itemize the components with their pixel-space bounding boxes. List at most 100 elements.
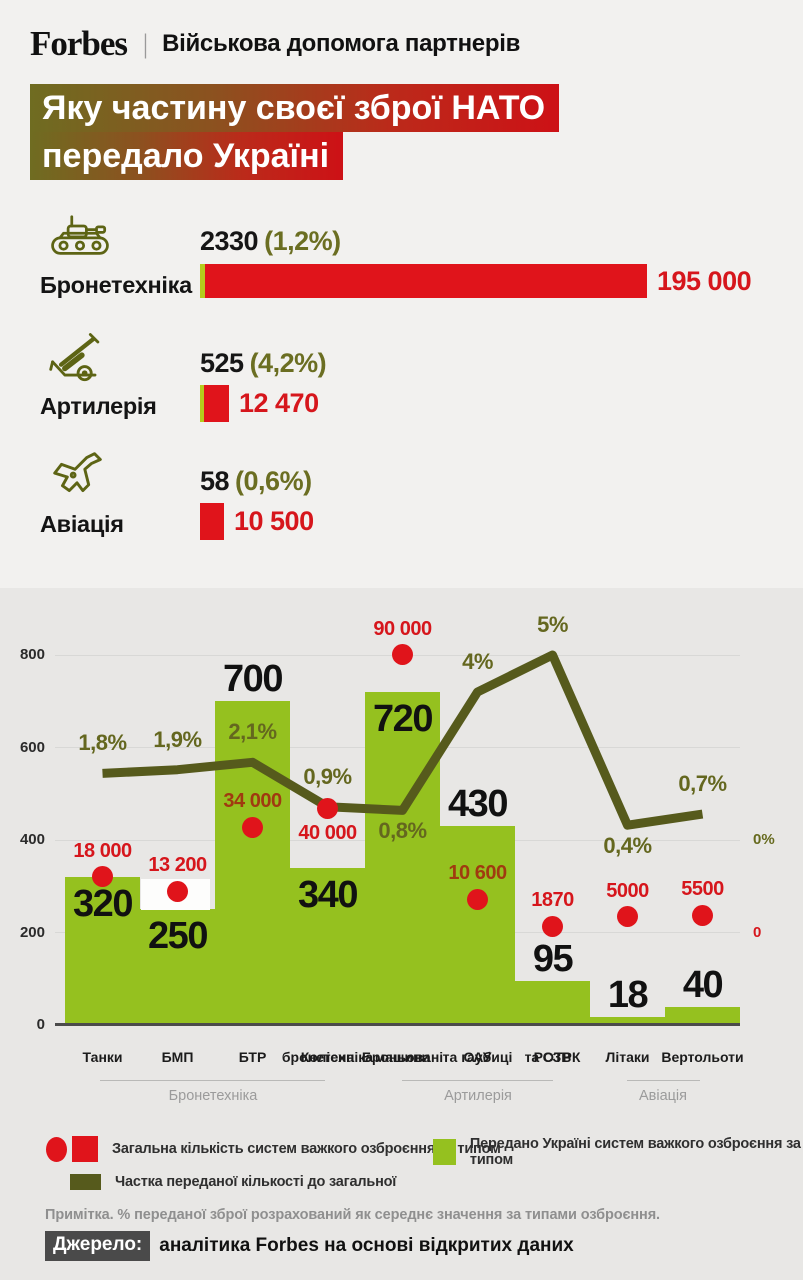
aviation-total-bar: 10 500 <box>200 503 314 540</box>
total-dot-mlrs-otrk <box>542 915 563 937</box>
armor-share-percent: (1,2%) <box>264 226 341 256</box>
legend-label-transferred: Передано Україні систем важкого озброєнн… <box>469 1136 801 1168</box>
x-axis-label-apc: БТР <box>238 1049 267 1065</box>
armor-transferred-count: 2330 <box>200 226 259 256</box>
source-text: аналітика Forbes на основі відкритих дан… <box>159 1235 574 1256</box>
aviation-total-bar-segment <box>200 503 224 540</box>
x-axis-label-spg-howitzers: САУ та гаубиці <box>442 1049 513 1065</box>
total-dot-ifv <box>167 880 188 902</box>
total-dot-label-spg-howitzers: 10 600 <box>448 862 507 885</box>
group-label-2: Авіація <box>638 1088 688 1104</box>
artillery-category-label: Артилерія <box>40 393 157 419</box>
total-dot-label-apc: 34 000 <box>223 790 282 813</box>
share-value-label-wheeled-armor: 0,9% <box>303 763 352 789</box>
bar-value-label-tanks: 320 <box>73 883 133 925</box>
total-dot-armored-vehicles <box>392 644 413 666</box>
share-value-label-aircraft: 0,4% <box>603 833 652 859</box>
bar-value-label-apc: 700 <box>223 658 283 701</box>
bar-tanks <box>65 877 140 1025</box>
total-dot-spg-howitzers <box>467 888 488 910</box>
aviation-total-count: 10 500 <box>234 506 314 536</box>
armor-transferred-bar-segment <box>200 264 205 298</box>
fighter-jet-icon <box>53 452 102 493</box>
tank-icon <box>51 215 109 255</box>
y-tick-label: 800 <box>19 646 45 663</box>
artillery-total-bar: 12 470 <box>200 385 319 422</box>
legend-label-share: Частка переданої кількості до загальної <box>115 1174 397 1190</box>
total-dot-wheeled-armor <box>317 798 338 820</box>
bar-value-label-wheeled-armor: 340 <box>298 873 358 916</box>
legend-item-transferred: Передано Україні систем важкого озброєнн… <box>433 1136 803 1168</box>
red-circle-swatch <box>46 1136 67 1162</box>
share-value-label-tanks: 1,8% <box>78 730 127 756</box>
green-square-swatch <box>433 1139 456 1165</box>
source-badge: Джерело: <box>45 1231 151 1261</box>
group-separator-1 <box>402 1080 553 1081</box>
total-dot-label-wheeled-armor: 40 000 <box>298 821 357 844</box>
x-axis-label-mlrs-otrk: РСЗВ та ОТРК <box>524 1049 581 1065</box>
x-axis-label-helicopters: Вертольоти <box>661 1049 744 1065</box>
right-axis-label-0: 0% <box>753 831 775 848</box>
bar-value-label-mlrs-otrk: 95 <box>532 938 574 981</box>
right-axis-label-1: 0 <box>753 923 762 941</box>
share-value-label-apc: 2,1% <box>228 719 277 745</box>
source-line: Джерело: аналітика Forbes на основі відк… <box>45 1231 574 1261</box>
total-dot-aircraft <box>617 906 638 928</box>
armor-category-label: Бронетехніка <box>40 272 192 298</box>
armor-total-bar-segment <box>205 264 647 298</box>
share-value-label-ifv: 1,9% <box>153 726 202 752</box>
title-line-1: Яку частину своєї зброї НАТО <box>30 84 560 132</box>
artillery-share-percent: (4,2%) <box>249 348 327 378</box>
bar-helicopters <box>665 1006 740 1025</box>
armor-total-count: 195 000 <box>657 265 752 296</box>
header: Forbes | Військова допомога партнерів <box>30 24 520 64</box>
bar-aircraft <box>590 1016 665 1025</box>
header-title: Військова допомога партнерів <box>162 30 521 57</box>
total-dot-label-aircraft: 5000 <box>606 879 649 902</box>
olive-square-swatch <box>70 1174 101 1190</box>
footnote: Примітка. % переданої зброї розрахований… <box>45 1207 660 1223</box>
share-value-label-armored-vehicles: 0,8% <box>378 818 427 844</box>
x-axis-label-armored-vehicles: Броньовані машини <box>361 1049 444 1065</box>
aviation-transferred-value: 58 (0,6%) <box>200 466 312 497</box>
artillery-transferred-value: 525 (4,2%) <box>200 348 327 379</box>
armor-total-bar: 195 000 <box>200 264 752 298</box>
x-axis-line <box>55 1023 740 1026</box>
total-dot-apc <box>242 816 263 838</box>
title-line-2: передало Україні <box>30 132 344 180</box>
bar-value-label-helicopters: 40 <box>682 963 724 1006</box>
aviation-share-percent: (0,6%) <box>235 466 312 496</box>
x-axis-label-aircraft: Літаки <box>605 1049 650 1065</box>
bar-wheeled-armor <box>290 867 365 1025</box>
title-banner: Яку частину своєї зброї НАТО передало Ук… <box>30 84 560 180</box>
x-axis-label-ifv: БМП <box>161 1049 194 1065</box>
artillery-total-count: 12 470 <box>239 388 319 418</box>
total-dot-tanks <box>92 866 113 888</box>
share-value-label-mlrs-otrk: 5% <box>537 612 568 637</box>
group-label-1: Артилерія <box>444 1088 512 1104</box>
bar-value-label-ifv: 250 <box>148 915 208 958</box>
total-dot-label-ifv: 13 200 <box>148 854 207 877</box>
legend-item-share: Частка переданої кількості до загальної <box>70 1174 396 1190</box>
share-value-label-helicopters: 0,7% <box>678 771 727 797</box>
y-tick-label: 0 <box>36 1016 45 1033</box>
x-axis-label-wheeled-armor: Колісна бронетехніка <box>281 1049 374 1065</box>
aviation-category-label: Авіація <box>40 511 124 537</box>
bar-value-label-aircraft: 18 <box>607 973 649 1016</box>
artillery-total-bar-segment <box>204 385 229 422</box>
bar-armored-vehicles <box>365 692 440 1025</box>
legend-label-total: Загальна кількість систем важкого озброє… <box>112 1141 501 1157</box>
header-separator: | <box>143 28 148 59</box>
y-tick-label: 200 <box>19 923 45 941</box>
armor-transferred-value: 2330 (1,2%) <box>200 226 341 257</box>
group-label-0: Бронетехніка <box>168 1088 258 1104</box>
group-separator-2 <box>627 1080 700 1081</box>
bar-spg-howitzers <box>440 826 515 1025</box>
aviation-transferred-count: 58 <box>200 466 230 496</box>
x-axis-label-tanks: Танки <box>82 1049 123 1065</box>
bar-ifv <box>140 909 215 1025</box>
legend-item-total: Загальна кількість систем важкого озброє… <box>46 1136 501 1162</box>
bar-value-label-spg-howitzers: 430 <box>448 783 508 826</box>
